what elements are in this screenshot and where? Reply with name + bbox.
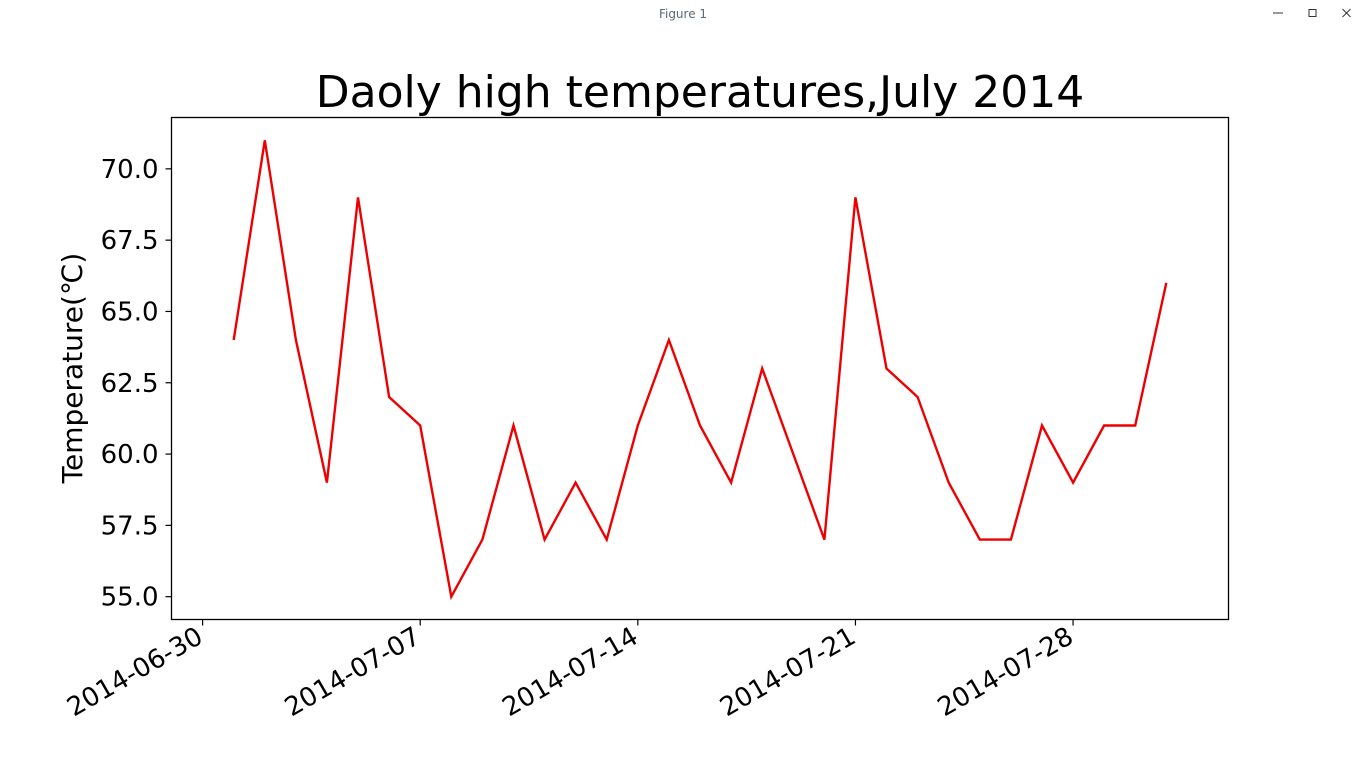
x-tick-label: 2014-07-28 bbox=[933, 622, 1079, 724]
series-layer bbox=[232, 140, 1168, 601]
x-tick-label: 2014-07-14 bbox=[497, 622, 643, 724]
y-tick-label: 67.5 bbox=[101, 226, 159, 256]
y-axis-label: Temperature(℃) bbox=[56, 253, 89, 485]
x-axis-ticks: 2014-06-30 2014-07-07 2014-07-14 2014-07-21… bbox=[62, 619, 1079, 724]
window-title: Figure 1 bbox=[658, 7, 708, 21]
minimize-icon bbox=[1273, 12, 1283, 14]
y-tick-label: 57.5 bbox=[101, 511, 159, 541]
y-tick-label: 65.0 bbox=[101, 297, 159, 327]
chart-title: Daoly high temperatures,July 2014 bbox=[316, 67, 1085, 118]
y-axis-ticks: 55.0 57.5 60.0 62.5 65.0 67.5 70.0 bbox=[101, 155, 172, 613]
minimize-button[interactable] bbox=[1261, 0, 1295, 28]
x-tick-label: 2014-06-30 bbox=[62, 622, 208, 724]
y-tick-label: 55.0 bbox=[101, 583, 159, 613]
close-button[interactable] bbox=[1330, 0, 1364, 28]
maximize-button[interactable] bbox=[1296, 0, 1330, 28]
title-bar[interactable]: Figure 1 bbox=[0, 0, 1366, 30]
plot-frame bbox=[170, 116, 1230, 621]
close-icon bbox=[1342, 8, 1351, 18]
y-tick-label: 62.5 bbox=[101, 369, 159, 399]
x-tick-label: 2014-07-21 bbox=[715, 622, 861, 724]
series-line bbox=[232, 140, 1168, 601]
y-tick-label: 70.0 bbox=[101, 155, 159, 185]
y-tick-label: 60.0 bbox=[101, 440, 159, 470]
x-tick-label: 2014-07-07 bbox=[280, 622, 426, 724]
maximize-icon bbox=[1308, 9, 1317, 17]
